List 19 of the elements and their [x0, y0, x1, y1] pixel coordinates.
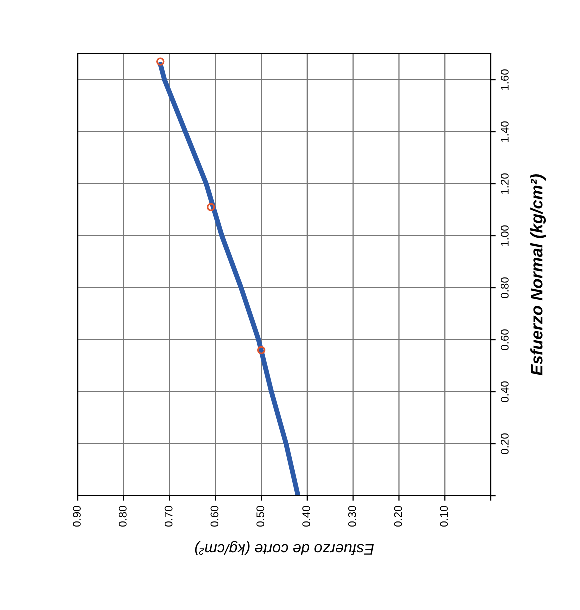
y-axis-title: Esfuerzo Normal (kg/cm²): [530, 174, 546, 376]
y-tick-label: 1.40: [501, 122, 509, 142]
x-tick-label: 0.80: [119, 506, 127, 527]
x-tick-label: 0.40: [302, 506, 310, 527]
x-tick-label: 0.50: [256, 506, 265, 527]
y-tick-label: 0.80: [501, 278, 509, 298]
x-tick-label: 0.70: [164, 506, 173, 527]
x-tick-label: 0.90: [73, 506, 81, 527]
x-tick-label: 0.30: [348, 506, 356, 527]
y-tick-label: 1.00: [501, 226, 509, 246]
y-tick-label: 0.60: [501, 330, 509, 350]
x-tick-label: 0.20: [394, 506, 402, 527]
y-tick-label: 1.60: [501, 70, 509, 90]
x-tick-label: 0.60: [210, 506, 219, 527]
y-tick-label: 0.20: [501, 434, 509, 454]
x-axis-title: Esfuerzo de corte (kg/cm²): [195, 541, 374, 556]
y-tick-label: 0.40: [501, 382, 509, 402]
x-tick-label: 0.10: [440, 506, 448, 527]
y-tick-label: 1.20: [501, 174, 509, 194]
